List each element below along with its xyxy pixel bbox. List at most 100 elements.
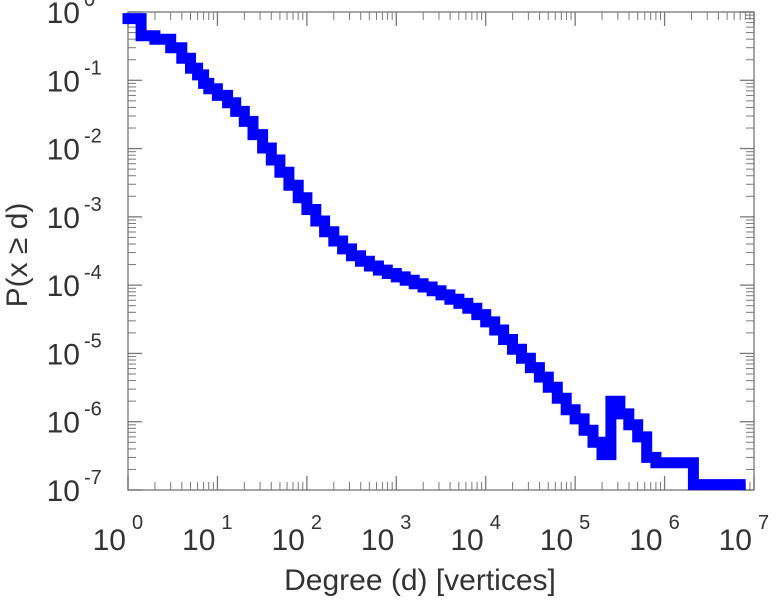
y-tick-exponent: 0 bbox=[84, 0, 95, 11]
data-point bbox=[339, 245, 346, 252]
data-point bbox=[634, 433, 641, 440]
data-point bbox=[616, 410, 623, 417]
x-tick-label: 10 6 bbox=[629, 512, 680, 557]
x-tick-exponent: 4 bbox=[490, 512, 501, 534]
y-tick-label: 10 -3 bbox=[47, 194, 102, 235]
x-tick-label: 10 0 bbox=[93, 512, 144, 557]
data-point bbox=[330, 238, 337, 244]
y-tick-base: 10 bbox=[47, 270, 80, 303]
data-point bbox=[357, 258, 364, 265]
y-tick-base: 10 bbox=[47, 407, 80, 440]
data-point bbox=[554, 395, 561, 402]
data-point bbox=[590, 439, 596, 446]
data-point bbox=[194, 71, 201, 78]
x-tick-exponent: 7 bbox=[758, 512, 769, 534]
y-tick-label: 10 -6 bbox=[47, 399, 102, 440]
data-point bbox=[241, 118, 248, 125]
data-point bbox=[178, 55, 185, 62]
data-point bbox=[661, 459, 668, 466]
y-tick-base: 10 bbox=[47, 475, 80, 508]
x-tick-base: 10 bbox=[93, 524, 126, 557]
x-tick-exponent: 1 bbox=[221, 512, 232, 534]
data-point bbox=[321, 228, 328, 235]
data-point bbox=[572, 415, 579, 422]
x-tick-exponent: 5 bbox=[579, 512, 590, 534]
x-tick-exponent: 0 bbox=[132, 512, 143, 534]
x-tick-exponent: 2 bbox=[311, 512, 322, 534]
major-ticks bbox=[127, 11, 755, 491]
data-point bbox=[375, 267, 382, 274]
data-point bbox=[295, 194, 302, 201]
data-point bbox=[536, 374, 543, 381]
data-point bbox=[527, 364, 534, 371]
data-point bbox=[518, 355, 525, 362]
plot-frame bbox=[127, 11, 755, 491]
data-point bbox=[151, 36, 158, 43]
y-tick-base: 10 bbox=[47, 65, 80, 98]
data-point bbox=[232, 108, 239, 115]
data-point bbox=[455, 300, 462, 307]
x-tick-label: 10 2 bbox=[271, 512, 322, 557]
data-point bbox=[276, 169, 283, 176]
y-tick-exponent: -7 bbox=[84, 467, 102, 489]
data-point bbox=[599, 451, 605, 458]
data-point bbox=[446, 296, 453, 303]
data-point bbox=[473, 311, 480, 318]
data-point bbox=[724, 481, 731, 488]
data-point bbox=[509, 346, 516, 353]
data-point bbox=[402, 277, 409, 284]
data-point bbox=[690, 481, 697, 488]
data-point bbox=[138, 32, 145, 39]
data-point bbox=[491, 327, 498, 333]
x-tick-label: 10 7 bbox=[719, 512, 770, 557]
data-point bbox=[581, 427, 588, 434]
x-tick-base: 10 bbox=[719, 524, 752, 557]
data-point bbox=[268, 157, 275, 163]
data-point bbox=[688, 459, 695, 466]
data-point bbox=[285, 182, 292, 189]
data-point bbox=[482, 318, 489, 325]
data-point bbox=[500, 336, 507, 343]
y-tick-exponent: -1 bbox=[84, 57, 102, 79]
x-tick-label: 10 3 bbox=[361, 512, 412, 557]
y-tick-label: 10 -1 bbox=[47, 57, 102, 98]
data-point bbox=[625, 421, 632, 428]
data-point bbox=[250, 131, 256, 138]
data-point bbox=[438, 291, 444, 298]
data-point bbox=[224, 99, 231, 106]
data-point bbox=[366, 263, 373, 269]
data-point bbox=[205, 85, 212, 92]
x-tick-base: 10 bbox=[271, 524, 304, 557]
data-point bbox=[348, 252, 355, 259]
data-point bbox=[214, 92, 221, 99]
data-layer bbox=[122, 13, 746, 491]
y-tick-label: 10 -7 bbox=[47, 467, 102, 508]
data-point bbox=[303, 206, 310, 213]
data-point bbox=[167, 44, 174, 51]
y-tick-base: 10 bbox=[47, 202, 80, 235]
data-point bbox=[677, 459, 684, 466]
data-point bbox=[737, 481, 744, 488]
x-tick-label: 10 5 bbox=[540, 512, 591, 557]
data-point bbox=[545, 384, 552, 391]
data-point bbox=[429, 287, 436, 294]
data-point bbox=[200, 80, 207, 87]
data-point bbox=[187, 65, 194, 72]
data-point bbox=[643, 454, 650, 461]
data-point bbox=[652, 459, 659, 466]
x-tick-label: 10 4 bbox=[450, 512, 501, 557]
data-point bbox=[563, 406, 570, 413]
x-axis-title: Degree (d) [vertices] bbox=[284, 564, 556, 597]
x-tick-base: 10 bbox=[182, 524, 215, 557]
y-axis-title: P(x ≥ d) bbox=[1, 203, 34, 308]
data-point bbox=[312, 218, 319, 224]
data-point bbox=[607, 398, 614, 405]
plot-border bbox=[127, 11, 755, 491]
x-tick-label: 10 1 bbox=[182, 512, 233, 557]
data-point bbox=[704, 481, 711, 488]
minor-ticks bbox=[128, 12, 754, 490]
data-point bbox=[384, 270, 391, 277]
data-point bbox=[420, 284, 427, 290]
